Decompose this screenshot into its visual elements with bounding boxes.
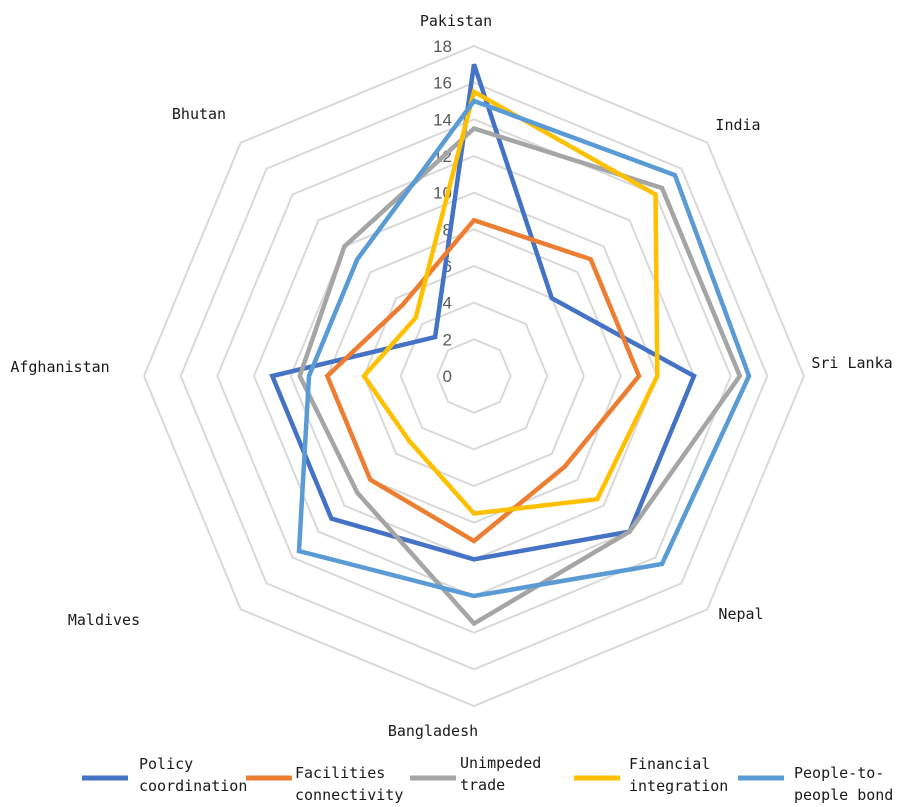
series-line-facilities-connectivity: [324, 217, 642, 544]
grid-ring-18: [142, 44, 806, 708]
axis-label-pakistan: Pakistan: [420, 12, 492, 30]
radar-grid: [142, 44, 806, 708]
tick-label-8: 8: [443, 220, 452, 239]
tick-label-14: 14: [433, 110, 452, 129]
axis-label-maldives: Maldives: [68, 611, 140, 629]
series-line-policy-coordination: [269, 63, 697, 562]
series-line-people-to-people-bond: [296, 98, 752, 599]
axis-label-bangladesh: Bangladesh: [388, 722, 478, 740]
grid-ring-16: [179, 81, 769, 671]
series-line-financial-integration: [361, 88, 660, 516]
grid-ring-8: [326, 228, 622, 524]
axis-label-bhutan: Bhutan: [172, 105, 226, 123]
legend-label-line-2: people bond: [794, 786, 893, 804]
legend-label-line-2: coordination: [139, 777, 247, 795]
tick-label-4: 4: [443, 294, 452, 313]
legend-item-policy-coordination: Policy coordination: [82, 755, 247, 795]
legend-label-line-1: Facilities: [295, 764, 385, 782]
legend-label-line-2: integration: [629, 777, 728, 795]
legend-label-line-2: trade: [460, 776, 505, 794]
grid-ring-4: [399, 301, 549, 451]
tick-label-16: 16: [433, 74, 452, 93]
legend-label-line-1: Policy: [139, 755, 193, 773]
legend-item-unimpeded-trade: Unimpeded trade: [410, 754, 541, 794]
series-group: [269, 63, 752, 627]
tick-label-18: 18: [433, 37, 452, 56]
legend-label-line-1: Unimpeded: [460, 754, 541, 772]
axis-label-india: India: [715, 116, 760, 134]
legend-item-people-to-people-bond: People-to-people bond: [738, 764, 893, 804]
axis-label-nepal: Nepal: [718, 605, 763, 623]
legend-label-line-2: connectivity: [295, 786, 403, 804]
legend-item-facilities-connectivity: Facilities connectivity: [246, 764, 403, 804]
axis-label-sri-lanka: Sri Lanka: [811, 354, 892, 372]
legend: Policy coordination Facilities connectivity…: [82, 754, 893, 804]
legend-label-line-1: People-to-: [794, 764, 884, 782]
series-line-unimpeded-trade: [297, 125, 743, 627]
legend-item-financial-integration: Financial integration: [574, 755, 728, 795]
tick-label-0: 0: [443, 367, 452, 386]
grid-ring-2: [436, 338, 512, 414]
grid-ring-14: [216, 118, 732, 634]
tick-label-2: 2: [443, 330, 452, 349]
axis-labels: Pakistan India Sri Lanka Nepal Bangladesh Mal…: [10, 12, 892, 740]
legend-label-line-1: Financial: [629, 755, 710, 773]
grid-ring-6: [362, 264, 586, 488]
axis-label-afghanistan: Afghanistan: [10, 358, 109, 376]
